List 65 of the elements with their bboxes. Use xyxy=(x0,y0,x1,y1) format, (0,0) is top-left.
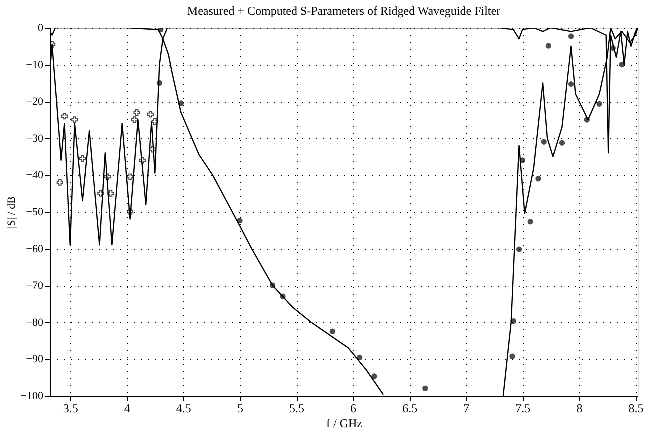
x-tick-label: 8.5 xyxy=(628,402,644,416)
chart-title: Measured + Computed S-Parameters of Ridged Waveguide Filter xyxy=(187,4,501,18)
x-tick-label: 4 xyxy=(124,402,130,416)
y-tick-label: −50 xyxy=(26,206,44,218)
x-axis-title: f / GHz xyxy=(326,416,362,430)
point xyxy=(134,109,140,116)
point xyxy=(79,155,86,162)
y-tick-label: −90 xyxy=(26,354,44,366)
point xyxy=(596,101,602,107)
point xyxy=(61,112,68,120)
point xyxy=(178,100,184,106)
point xyxy=(158,28,164,33)
point xyxy=(270,282,276,288)
point xyxy=(98,190,104,197)
point xyxy=(280,294,286,300)
point xyxy=(237,218,243,224)
y-tick-label: −20 xyxy=(26,96,44,108)
point xyxy=(559,140,566,146)
point xyxy=(516,246,522,252)
point xyxy=(126,208,134,216)
x-tick-label: 5.5 xyxy=(290,402,305,416)
x-tick-label: 7.5 xyxy=(516,402,531,416)
point xyxy=(546,43,552,49)
point xyxy=(422,386,428,392)
point xyxy=(131,116,138,124)
point xyxy=(584,117,590,123)
point xyxy=(510,354,516,360)
point xyxy=(126,174,134,180)
x-tick-label: 5 xyxy=(237,402,244,416)
point xyxy=(108,190,114,197)
point xyxy=(150,146,156,153)
x-tick-label: 6.5 xyxy=(402,402,418,416)
point xyxy=(357,354,363,361)
y-tick-label: −30 xyxy=(26,132,44,145)
point xyxy=(510,318,516,324)
x-tick-label: 3.5 xyxy=(63,402,78,416)
y-tick-label: −80 xyxy=(26,316,44,329)
y-tick-label: −70 xyxy=(26,280,44,292)
x-tick-label: 4.5 xyxy=(176,402,192,416)
point xyxy=(330,328,336,334)
x-tick-label: 8 xyxy=(576,402,583,416)
point xyxy=(50,41,56,48)
point xyxy=(56,179,64,186)
point xyxy=(152,118,158,126)
point xyxy=(536,176,542,182)
x-tick-label: 7 xyxy=(464,402,470,416)
y-tick-label: −10 xyxy=(26,59,44,72)
x-tick-label: 6 xyxy=(350,402,357,416)
point xyxy=(156,80,163,86)
point xyxy=(372,374,378,380)
point xyxy=(72,116,78,124)
point xyxy=(541,139,547,145)
point xyxy=(139,157,146,164)
point xyxy=(568,81,574,88)
y-tick-label: −60 xyxy=(26,243,44,256)
point xyxy=(619,62,625,68)
point xyxy=(520,158,526,164)
point xyxy=(147,111,154,118)
point xyxy=(568,34,574,40)
point xyxy=(528,219,534,225)
y-tick-label: −40 xyxy=(26,170,44,182)
y-tick-label: 0 xyxy=(38,22,44,34)
y-tick-label: −100 xyxy=(20,390,44,402)
point xyxy=(104,174,111,180)
y-axis-title: |S| / dB xyxy=(6,196,18,228)
